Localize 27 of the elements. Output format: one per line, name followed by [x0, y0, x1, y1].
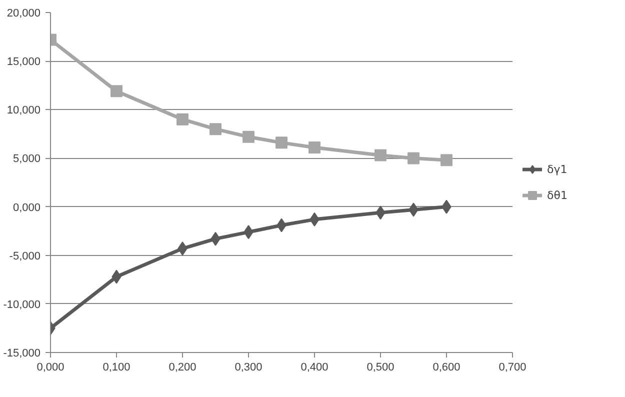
x-tick-label: 0,700 [498, 362, 526, 374]
x-tick-label: 0,100 [102, 362, 130, 374]
y-tick-label: 15,000 [6, 56, 41, 68]
y-tick-label: -15,000 [3, 348, 41, 360]
y-tick-label: 10,000 [6, 104, 41, 117]
y-tick-label: 5,000 [12, 153, 41, 166]
x-tick-label: 0,300 [234, 362, 262, 374]
point [110, 85, 122, 98]
y-tick-label: 0,000 [12, 202, 41, 214]
point [440, 154, 452, 166]
x-tick-label: 0,500 [366, 362, 394, 374]
point [374, 149, 386, 162]
point [308, 142, 320, 154]
legend-label: δθ1 [547, 188, 568, 202]
legend-label: δγ1 [547, 162, 568, 176]
x-tick-label: 0,200 [168, 362, 196, 374]
point [176, 113, 188, 126]
x-tick-label: 0,600 [432, 362, 460, 374]
point [242, 130, 254, 143]
x-tick-label: 0,000 [36, 362, 64, 374]
point [276, 136, 288, 149]
point [210, 123, 222, 136]
y-tick-label: -10,000 [3, 298, 41, 311]
point [408, 152, 420, 164]
x-tick-label: 0,400 [300, 362, 328, 374]
y-tick-label: 20,000 [6, 8, 41, 20]
y-tick-label: -5,000 [9, 250, 41, 262]
